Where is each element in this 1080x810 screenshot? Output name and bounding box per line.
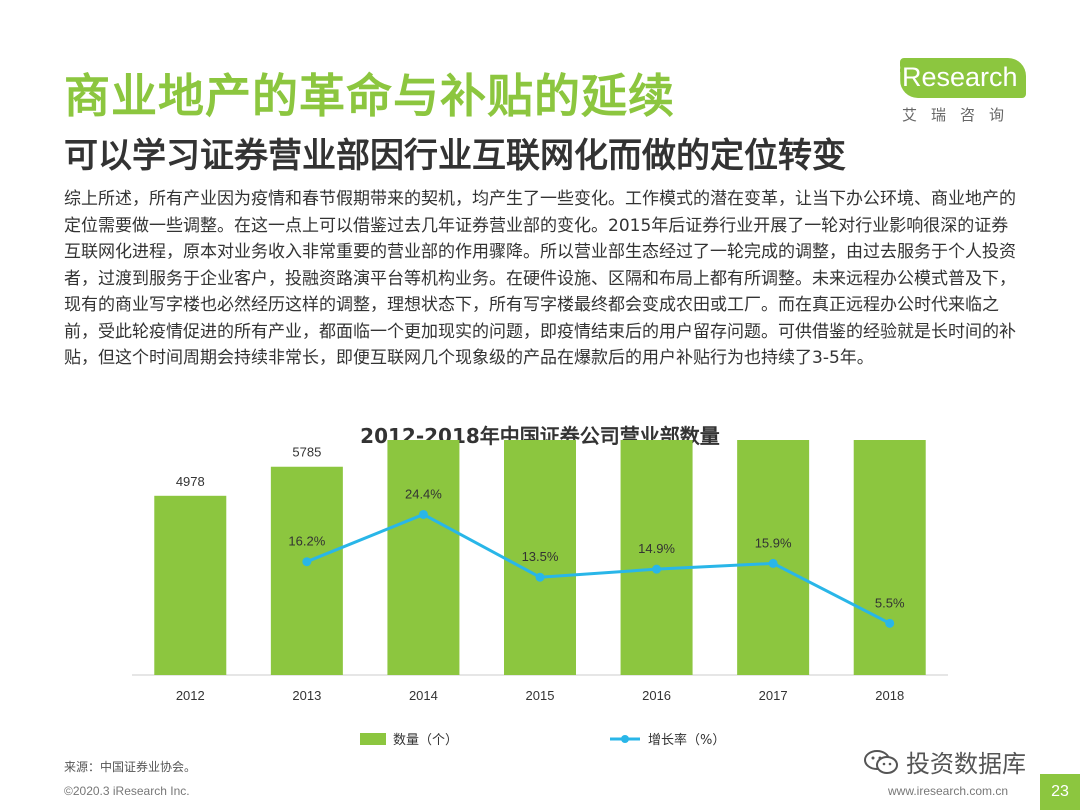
body-paragraph: 综上所述，所有产业因为疫情和春节假期带来的契机，均产生了一些变化。工作模式的潜在… [64, 189, 1016, 368]
watermark-text: 投资数据库 [906, 750, 1026, 778]
logo-cn-name: 艾瑞咨询 [902, 106, 1019, 124]
growth-value-label: 14.9% [638, 541, 675, 556]
page-subtitle: 可以学习证券营业部因行业互联网化而做的定位转变 [64, 136, 846, 176]
x-tick-label: 2014 [409, 688, 438, 703]
growth-value-label: 13.5% [522, 549, 559, 564]
watermark: 投资数据库 [864, 744, 1026, 779]
bar-value-label: 4978 [176, 474, 205, 489]
x-tick-label: 2015 [526, 688, 555, 703]
wechat-icon [864, 749, 898, 774]
growth-rate-line [306, 512, 891, 625]
growth-point-2015 [535, 572, 545, 582]
copyright: ©2020.3 iResearch Inc. [64, 784, 190, 798]
bar-2014 [387, 440, 460, 675]
bar-value-label: 5785 [292, 445, 321, 460]
growth-value-label: 16.2% [288, 534, 325, 549]
iresearch-logo: iResearch 艾瑞咨询 [886, 58, 1036, 128]
growth-point-2018 [885, 618, 895, 628]
growth-point-2014 [418, 509, 428, 519]
growth-value-label: 5.5% [875, 595, 905, 610]
logo-mark [900, 58, 1026, 98]
x-tick-label: 2016 [642, 688, 671, 703]
legend-bar-label: 数量（个） [393, 733, 458, 748]
bar-2013 [270, 466, 343, 675]
x-tick-label: 2013 [292, 688, 321, 703]
bar-2016 [620, 440, 693, 675]
x-tick-label: 2012 [176, 688, 205, 703]
website-url: www.iresearch.com.cn [888, 784, 1009, 798]
bar-2017 [737, 440, 810, 675]
page-number: 23 [1040, 774, 1080, 810]
growth-value-label: 15.9% [755, 535, 792, 550]
source-note: 来源：中国证券业协会。 [64, 760, 197, 774]
growth-point-2016 [652, 564, 662, 574]
logo-name: iResearch [896, 62, 1018, 92]
bar-2015 [504, 440, 576, 675]
x-tick-label: 2018 [875, 688, 904, 703]
bar-2018 [853, 440, 926, 675]
page-title: 商业地产的革命与补贴的延续 [64, 69, 675, 123]
bar-2012 [154, 495, 227, 675]
branch-count-chart: 4978578571998170938510873114682012201320… [132, 440, 948, 748]
growth-value-label: 24.4% [405, 486, 442, 501]
x-tick-label: 2017 [759, 688, 788, 703]
legend-line-label: 增长率（%） [648, 732, 725, 748]
growth-point-2013 [302, 557, 312, 567]
legend-bar-swatch [360, 733, 386, 745]
growth-point-2017 [768, 558, 778, 568]
legend-line-marker [621, 735, 629, 743]
